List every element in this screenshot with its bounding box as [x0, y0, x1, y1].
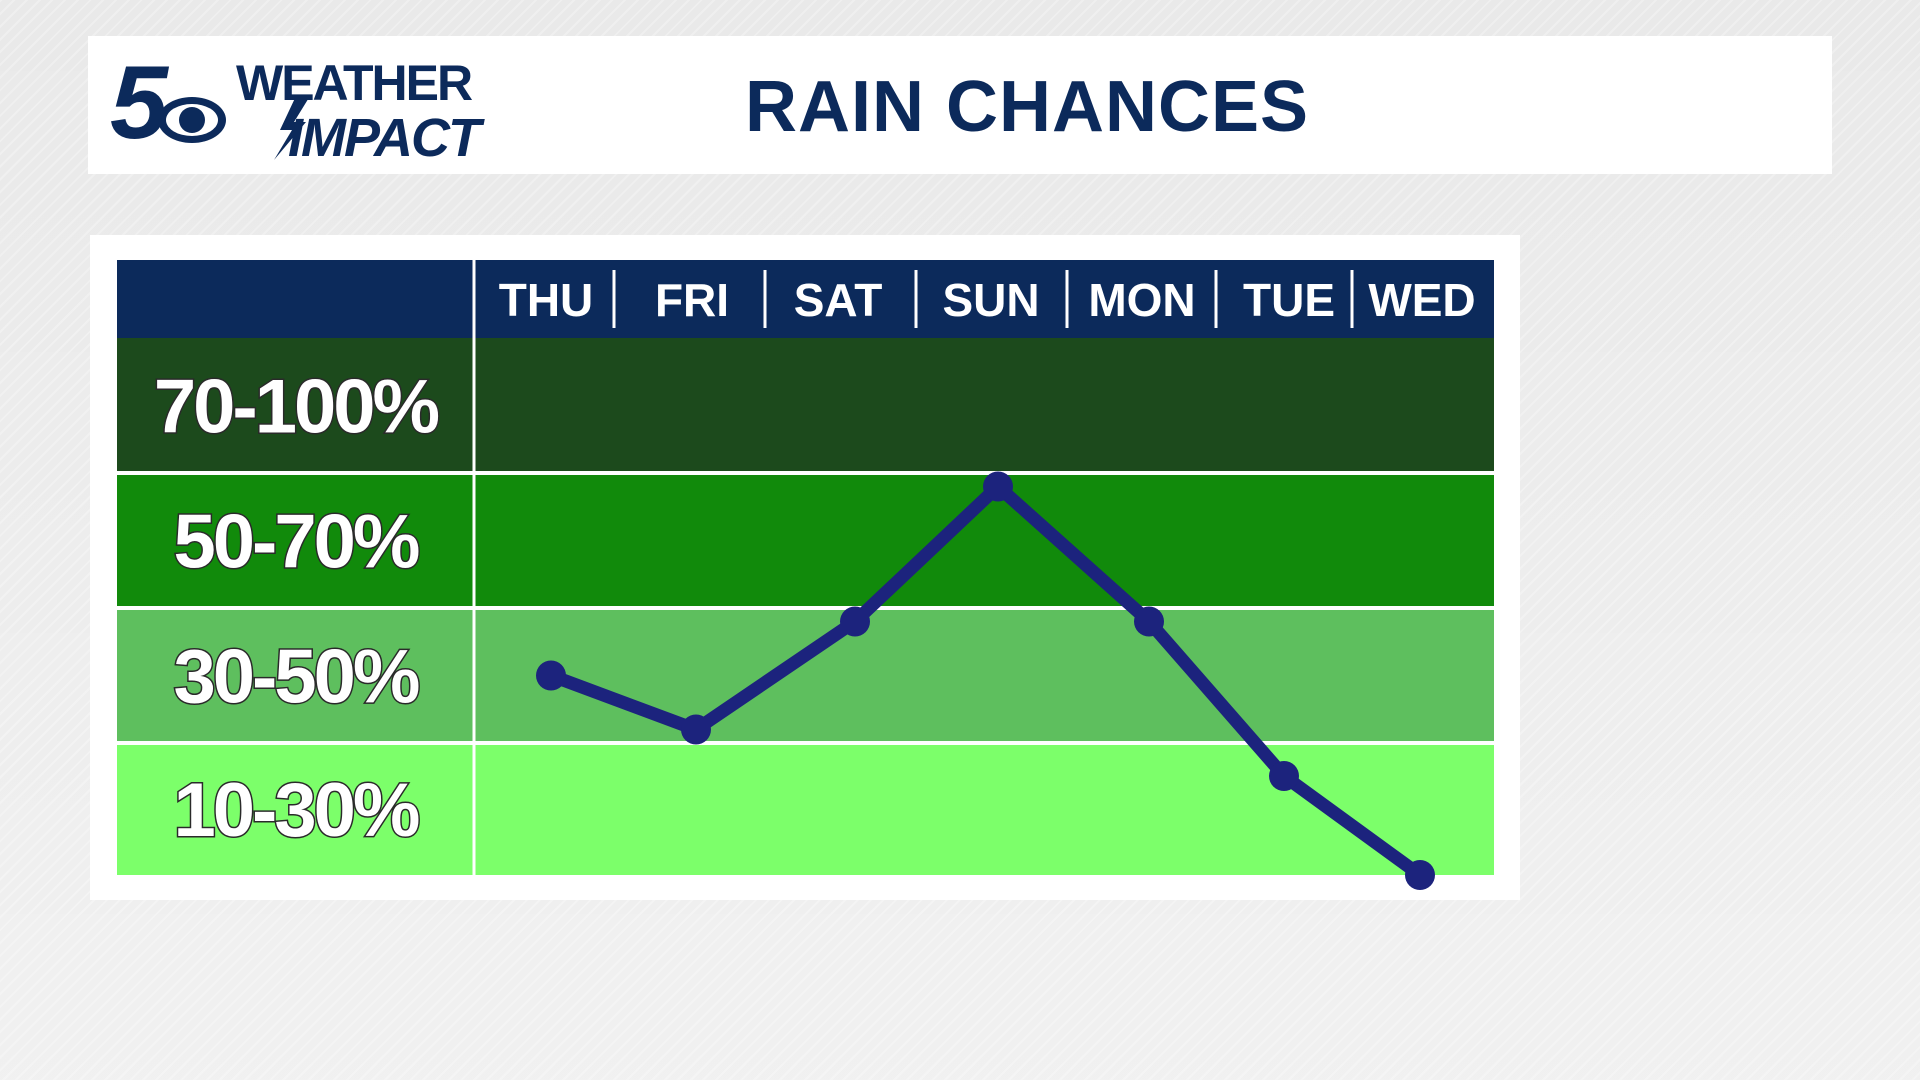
- data-point-wed: [1405, 860, 1435, 890]
- page-title: RAIN CHANCES: [745, 67, 1310, 147]
- logo-line-weather: WEATHER: [236, 55, 473, 111]
- data-point-mon: [1134, 606, 1164, 637]
- day-label-sat: SAT: [794, 274, 883, 326]
- logo-line-impact: IMPACT: [288, 108, 485, 164]
- day-label-sun: SUN: [942, 274, 1039, 326]
- cbs-eye-icon: [158, 97, 226, 143]
- day-label-mon: MON: [1088, 274, 1195, 326]
- band-label: 10-30%: [174, 768, 419, 853]
- lightning-bolt-icon: [274, 96, 310, 160]
- data-point-tue: [1269, 761, 1299, 791]
- band-70-100: [117, 338, 1494, 473]
- table-header-row: [117, 260, 1494, 338]
- day-label-fri: FRI: [655, 274, 729, 326]
- band-50-70: [117, 473, 1494, 608]
- weather-impact-logo: 5 WEATHER IMPACT: [110, 52, 487, 164]
- band-10-30: [117, 743, 1494, 875]
- band-label: 30-50%: [174, 635, 419, 720]
- day-label-wed: WED: [1368, 274, 1475, 326]
- data-point-thu: [536, 660, 566, 691]
- data-point-fri: [681, 714, 711, 745]
- day-label-thu: THU: [499, 274, 594, 326]
- data-point-sun: [983, 471, 1013, 502]
- data-point-sat: [840, 606, 870, 637]
- header-bar: [88, 36, 1832, 174]
- band-label: 50-70%: [174, 500, 419, 585]
- band-30-50: [117, 608, 1494, 743]
- band-label: 70-100%: [154, 365, 439, 450]
- day-label-tue: TUE: [1243, 274, 1335, 326]
- logo-channel-number: 5: [110, 52, 170, 161]
